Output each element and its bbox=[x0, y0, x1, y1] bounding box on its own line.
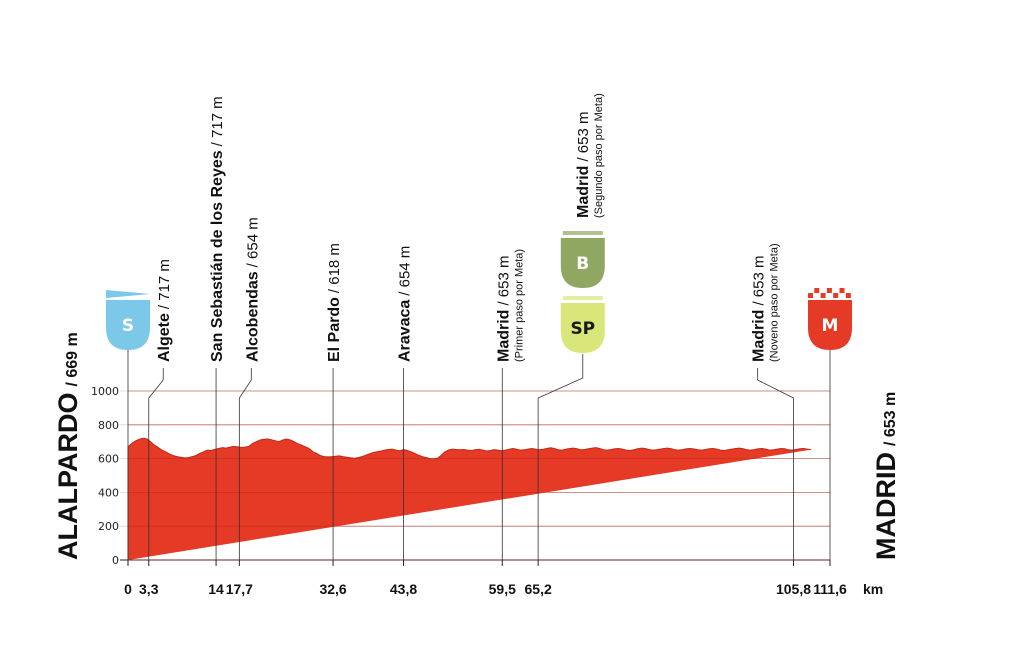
waypoint-label: Madrid/ 653 m bbox=[751, 256, 768, 362]
waypoint-label: Alcobendas/ 654 m bbox=[244, 217, 261, 362]
x-tick-label: 32,6 bbox=[319, 581, 346, 597]
checker-icon bbox=[826, 288, 832, 293]
badge-letter: B bbox=[576, 254, 589, 274]
x-tick-label: 111,6 bbox=[813, 581, 847, 597]
badge-shield bbox=[560, 303, 605, 353]
sprint-leader-line bbox=[537, 354, 584, 560]
checker-icon bbox=[820, 293, 826, 298]
y-tick-label: 600 bbox=[98, 453, 119, 466]
start-town-label: ALALPARDO/ 669 m bbox=[53, 332, 83, 560]
badge-shield bbox=[560, 238, 605, 288]
leader-line bbox=[148, 368, 164, 560]
top-waypoint-label: Madrid/ 653 m bbox=[575, 112, 592, 218]
badge-stripe bbox=[562, 296, 603, 300]
elevation-area bbox=[127, 437, 812, 560]
x-tick-label: 17,7 bbox=[226, 581, 253, 597]
leader-line bbox=[757, 368, 794, 560]
waypoint-leader-lines bbox=[148, 354, 794, 560]
x-tick-label: 3,3 bbox=[139, 581, 159, 597]
checker-icon bbox=[808, 288, 813, 293]
x-axis-ticks: 0 3,3 14 17,7 32,6 43,8 59,5 65,2 105,8 111,6 bbox=[124, 560, 847, 597]
grid-lines-over-area bbox=[128, 390, 830, 561]
x-tick-label: 0 bbox=[124, 581, 132, 597]
waypoint-note: (Primer paso por Meta) bbox=[513, 249, 525, 362]
y-tick-label: 0 bbox=[112, 554, 119, 567]
waypoint-label: Algete/ 717 m bbox=[156, 259, 173, 362]
y-axis-ticks: 0 200 400 600 800 1000 bbox=[91, 385, 119, 567]
x-tick-label: 59,5 bbox=[489, 581, 516, 597]
y-tick-label: 400 bbox=[98, 486, 119, 499]
x-tick-label: 43,8 bbox=[390, 581, 417, 597]
badge-sprint: SP bbox=[560, 296, 605, 353]
x-axis-unit: km bbox=[863, 581, 883, 597]
waypoint-label: El Pardo/ 618 m bbox=[326, 243, 343, 362]
checker-icon bbox=[839, 293, 845, 298]
badge-letter: S bbox=[122, 316, 134, 336]
checker-icon bbox=[845, 293, 851, 298]
badge-start: S bbox=[106, 290, 150, 560]
flag-icon bbox=[106, 290, 150, 298]
leader-line bbox=[238, 368, 252, 560]
badge-bonus: B bbox=[560, 231, 605, 288]
checker-icon bbox=[845, 288, 851, 293]
top-waypoint-note: (Segundo paso por Meta) bbox=[593, 93, 605, 218]
checker-icon bbox=[820, 288, 826, 293]
waypoint-label: Madrid/ 653 m bbox=[495, 256, 512, 362]
checker-icon bbox=[839, 288, 845, 293]
checker-icon bbox=[826, 293, 832, 298]
checker-icon bbox=[833, 293, 839, 298]
waypoint-note: (Noveno paso por Meta) bbox=[769, 243, 781, 362]
badge-finish: M bbox=[808, 288, 852, 560]
checker-icon bbox=[814, 293, 820, 298]
x-tick-label: 65,2 bbox=[525, 581, 552, 597]
badge-letter: SP bbox=[570, 319, 595, 339]
checker-icon bbox=[814, 288, 820, 293]
badge-stripe bbox=[562, 231, 603, 235]
finish-town-label: MADRID/ 653 m bbox=[871, 392, 901, 560]
x-tick-label: 105,8 bbox=[776, 581, 811, 597]
stage-badges: S SP B M bbox=[106, 231, 852, 560]
checker-icon bbox=[833, 288, 839, 293]
x-tick-label: 14 bbox=[208, 581, 224, 597]
badge-shield bbox=[106, 300, 150, 350]
waypoint-label: Aravaca/ 654 m bbox=[397, 246, 414, 362]
waypoint-labels: Algete/ 717 m San Sebastián de los Reyes/… bbox=[156, 93, 780, 362]
waypoint-label: San Sebastián de los Reyes/ 717 m bbox=[209, 96, 226, 362]
y-tick-label: 200 bbox=[98, 520, 119, 533]
badge-letter: M bbox=[822, 316, 839, 336]
y-tick-label: 1000 bbox=[91, 385, 119, 398]
checker-icon bbox=[808, 293, 813, 298]
y-tick-label: 800 bbox=[98, 419, 119, 432]
badge-shield bbox=[808, 300, 852, 350]
